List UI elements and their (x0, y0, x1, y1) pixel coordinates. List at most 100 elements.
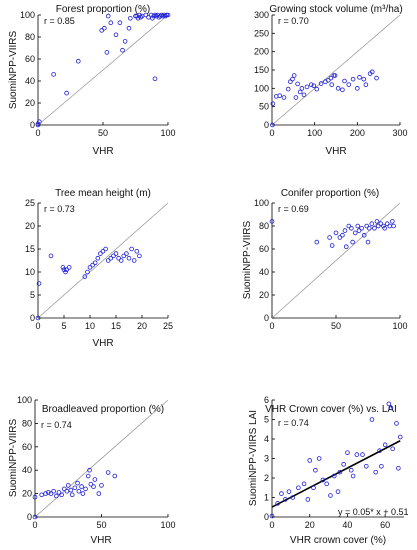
scatter-point (350, 76, 356, 82)
scatter-point (80, 491, 86, 496)
scatter-point (137, 253, 142, 259)
scatter-point (396, 465, 401, 471)
x-tick-label: 20 (137, 321, 147, 331)
scatter-point (108, 20, 114, 26)
scatter-point (328, 75, 334, 81)
scatter-point (85, 269, 90, 275)
x-tick-label: 5 (61, 321, 66, 331)
scatter-point (79, 484, 84, 489)
scatter-point (76, 488, 82, 494)
x-tick-label: 20 (305, 520, 315, 530)
scatter-point (126, 255, 132, 261)
y-tick-label: 80 (25, 32, 35, 42)
scatter-point (92, 477, 98, 482)
correlation-annotation: r = 0.69 (278, 204, 309, 214)
scatter-point (269, 513, 275, 519)
scatter-point (346, 223, 352, 229)
scatter-point (328, 493, 333, 498)
scatter-point (105, 258, 111, 263)
scatter-point (329, 243, 335, 248)
scatter-point (329, 82, 335, 87)
scatter-point (350, 239, 355, 245)
x-axis-label: VHR (325, 146, 346, 157)
scatter-point (121, 253, 127, 259)
scatter-point (87, 265, 93, 270)
scatter-point (382, 442, 388, 448)
scatter-point (386, 401, 392, 407)
scatter-point (82, 274, 88, 279)
x-tick-label: 0 (269, 128, 274, 138)
scatter-point (384, 221, 390, 227)
scatter-point (311, 83, 317, 89)
scatter-point (45, 490, 51, 495)
scatter-point (299, 86, 305, 91)
y-axis-label: SuomiNPP-VIIRS LAI (248, 410, 259, 506)
y-tick-label: 20 (25, 98, 35, 108)
scatter-point (32, 494, 38, 500)
scatter-point (390, 219, 395, 224)
scatter-point (75, 480, 80, 486)
y-tick-label: 0 (264, 120, 269, 130)
scatter-point (296, 485, 301, 491)
x-tick-label: 0 (35, 321, 40, 331)
scatter-point (164, 12, 170, 18)
scatter-point (374, 75, 379, 81)
scatter-point (92, 260, 98, 266)
scatter-point (87, 467, 92, 473)
scatter-point (122, 39, 128, 44)
scatter-point (345, 450, 350, 455)
y-tick-label: 60 (22, 442, 32, 452)
panel-forest-proportion: Forest proportion (%) VHR SuomiNPP-VIIRS… (8, 4, 176, 157)
scatter-point (85, 473, 91, 479)
scatter-point (340, 87, 345, 93)
scatter-point (275, 501, 280, 506)
scatter-point (36, 281, 42, 286)
scatter-point (116, 255, 121, 261)
scatter-point (83, 486, 88, 492)
scatter-point (96, 491, 102, 496)
x-tick-label: 100 (392, 321, 407, 331)
scatter-point (307, 458, 313, 463)
scatter-point (270, 101, 276, 107)
scatter-point (63, 269, 68, 275)
y-tick-label: 25 (25, 198, 35, 208)
scatter-point (32, 514, 38, 520)
x-tick-label: 100 (307, 128, 322, 138)
scatter-point (301, 92, 307, 98)
panel-tree-mean-height: Tree mean height (m) VHR r = 0.73 0 5 10 15… (25, 188, 173, 349)
y-tick-label: 10 (25, 267, 35, 277)
correlation-annotation: r = 0.85 (44, 16, 75, 26)
identity-line (37, 202, 169, 319)
y-tick-label: 200 (254, 47, 269, 57)
scatter-point (124, 251, 129, 256)
scatter-point (360, 452, 365, 457)
scatter-point (366, 226, 372, 231)
scatter-point (355, 86, 360, 91)
y-tick-label: 15 (25, 244, 35, 254)
scatter-point (327, 235, 332, 240)
scatter-point (388, 405, 394, 411)
scatter-point (282, 497, 288, 502)
y-tick-label: 2 (264, 473, 269, 483)
scatter-point (335, 489, 341, 494)
scatter-point (102, 25, 107, 31)
scatter-point (288, 79, 293, 85)
scatter-point (76, 58, 81, 64)
scatter-point (152, 12, 158, 18)
y-tick-label: 50 (259, 102, 269, 112)
x-tick-label: 60 (380, 520, 390, 530)
scatter-point (35, 121, 41, 127)
scatter-point (104, 50, 110, 55)
scatter-point (290, 495, 296, 500)
x-axis-label: VHR (92, 146, 113, 157)
scatter-point (314, 86, 320, 92)
scatter-point (134, 249, 140, 254)
scatter-point (103, 246, 108, 252)
scatter-point (387, 223, 393, 229)
scatter-point (165, 12, 171, 18)
y-tick-label: 4 (264, 434, 269, 444)
scatter-point (313, 467, 318, 473)
scatter-point (375, 223, 381, 229)
y-tick-label: 20 (25, 221, 35, 231)
